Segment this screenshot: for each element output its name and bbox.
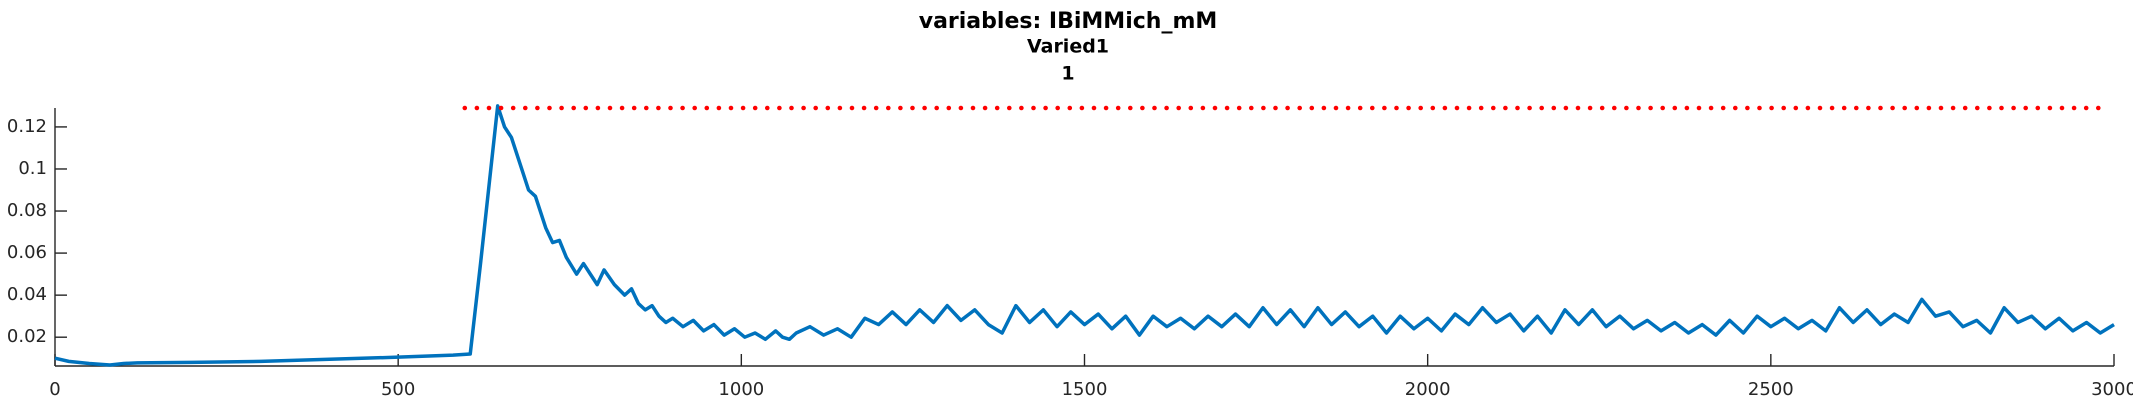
chart-title: variables: IBiMMich_mM — [919, 9, 1218, 34]
line — [54, 104, 2115, 367]
x-tick-label: 0 — [49, 379, 60, 400]
y-tick-label: 0.1 — [18, 158, 47, 179]
y-tick-label: 0.06 — [7, 242, 47, 263]
x-tick-label: 1500 — [1062, 379, 1108, 400]
x-tick-label: 500 — [381, 379, 415, 400]
x-tick-label: 3000 — [2091, 379, 2133, 400]
x-tick-label: 1000 — [718, 379, 764, 400]
y-tick-label: 0.12 — [7, 116, 47, 137]
y-tick-label: 0.08 — [7, 200, 47, 221]
x-tick-label: 2000 — [1405, 379, 1451, 400]
y-tick-label: 0.04 — [7, 284, 47, 305]
x-tick-label: 2500 — [1748, 379, 1794, 400]
chart-subtitle: Varied1 — [1027, 36, 1109, 58]
y-tick-label: 0.02 — [7, 326, 47, 347]
chart-subtitle: 1 — [1061, 63, 1074, 85]
